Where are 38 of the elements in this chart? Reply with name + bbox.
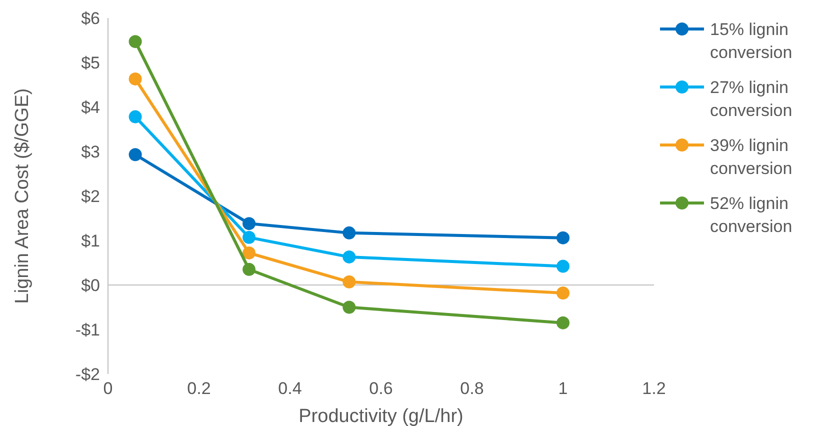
point [242,246,256,260]
point [342,275,356,288]
point [128,35,142,48]
y-axis-title: Lignin Area Cost ($/GGE) [12,88,33,304]
legend-label: 15% lignin conversion [710,20,792,62]
point [128,72,142,86]
x-tick-label: 1 [558,379,568,398]
x-tick-label: 0.4 [278,379,302,398]
point [342,226,356,240]
y-tick-label: -$2 [75,364,100,384]
point [342,300,356,314]
point [242,230,256,244]
point [556,286,570,300]
point [242,217,256,230]
x-tick-label: 0.2 [187,379,211,398]
point [128,148,142,162]
y-tick-label: $1 [81,231,100,250]
point [556,316,570,330]
x-axis-title: Productivity (g/L/hr) [298,406,464,426]
x-tick-label: 0 [103,379,113,398]
y-tick-label: $4 [81,98,100,117]
y-tick-label: $5 [81,53,100,72]
y-tick-label: $3 [81,142,100,162]
x-tick-label: 0.8 [460,379,484,398]
point [556,260,570,273]
y-tick-label: $6 [81,8,100,28]
point [556,231,570,244]
legend-label: 52% lignin conversion [710,194,792,236]
point [342,250,356,264]
x-tick-label: 0.6 [369,379,393,398]
point [242,262,256,276]
y-tick-label: $2 [81,186,100,206]
x-tick-label: 1.2 [642,379,666,398]
legend-label: 27% lignin conversion [710,78,792,120]
legend-label: 39% lignin conversion [710,136,792,178]
y-tick-label: $0 [81,276,100,295]
y-tick-label: -$1 [75,320,100,340]
point [128,110,142,124]
